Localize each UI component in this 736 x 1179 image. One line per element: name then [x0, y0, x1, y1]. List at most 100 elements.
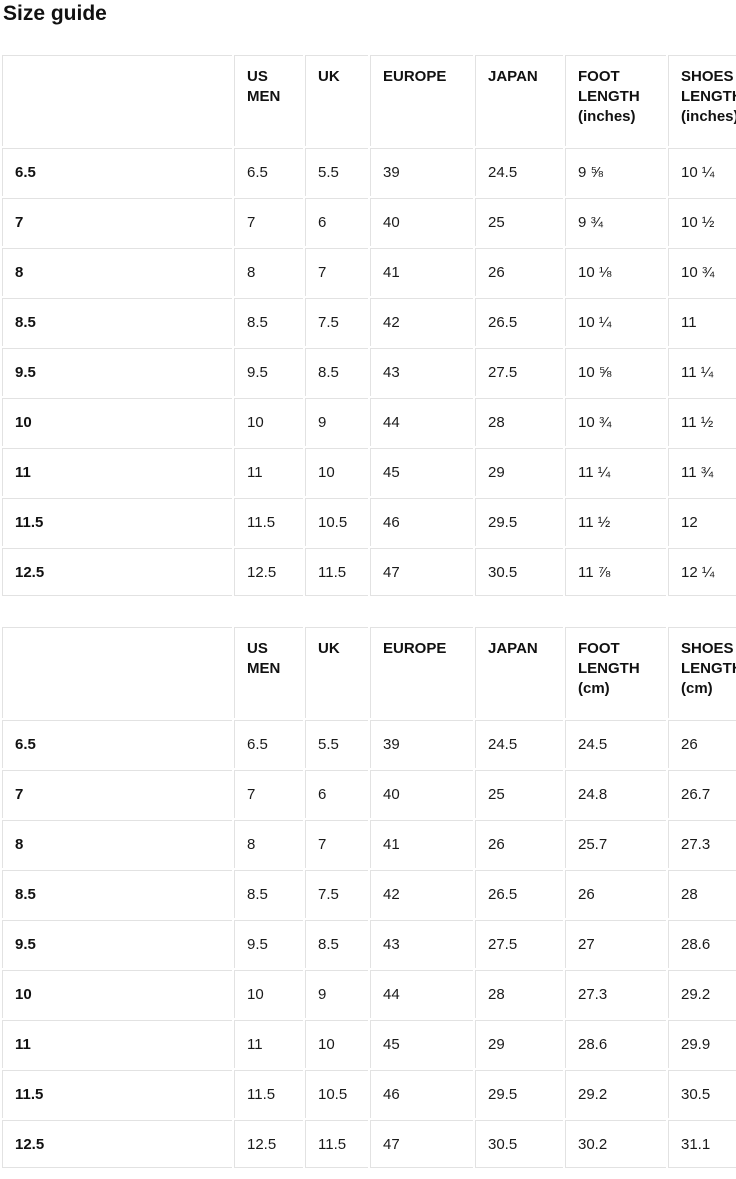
size-cell: 11.5	[234, 498, 303, 546]
size-cell: 45	[370, 1020, 473, 1068]
size-cell: 5.5	[305, 148, 368, 196]
size-cell: 46	[370, 498, 473, 546]
row-size-label: 8.5	[2, 298, 232, 346]
size-cell: 24.5	[565, 720, 666, 768]
size-cell: 9.5	[234, 348, 303, 396]
size-cell: 24.8	[565, 770, 666, 818]
size-row: 11.5 11.5 10.5 46 29.5 11 ½ 12	[2, 498, 736, 546]
column-header: SHOES LENGTH (inches)	[668, 55, 736, 146]
size-cell: 10 ⅛	[565, 248, 666, 296]
column-header: JAPAN	[475, 627, 563, 718]
size-cell: 24.5	[475, 720, 563, 768]
size-cell: 30.5	[475, 548, 563, 596]
size-cell: 29.2	[668, 970, 736, 1018]
size-cell: 10 ¾	[668, 248, 736, 296]
size-cell: 45	[370, 448, 473, 496]
size-cell: 24.5	[475, 148, 563, 196]
header-cell-blank	[2, 55, 232, 146]
size-cell: 42	[370, 870, 473, 918]
size-cell: 9 ⅝	[565, 148, 666, 196]
row-size-label: 11.5	[2, 498, 232, 546]
row-size-label: 12.5	[2, 1120, 232, 1168]
size-cell: 12.5	[234, 1120, 303, 1168]
size-cell: 8	[234, 820, 303, 868]
size-table-cm: US MEN UK EUROPE JAPAN FOOT LENGTH (cm) SHOES…	[0, 625, 736, 1170]
size-cell: 8	[234, 248, 303, 296]
size-cell: 39	[370, 720, 473, 768]
size-cell: 9	[305, 398, 368, 446]
size-row: 8 8 7 41 26 10 ⅛ 10 ¾	[2, 248, 736, 296]
size-cell: 7	[234, 770, 303, 818]
row-size-label: 11.5	[2, 1070, 232, 1118]
header-row: US MEN UK EUROPE JAPAN FOOT LENGTH (inches) S…	[2, 55, 736, 146]
size-cell: 8.5	[234, 298, 303, 346]
size-row: 10 10 9 44 28 10 ¾ 11 ½	[2, 398, 736, 446]
column-header: SHOES LENGTH (cm)	[668, 627, 736, 718]
size-cell: 47	[370, 548, 473, 596]
size-cell: 41	[370, 248, 473, 296]
size-cell: 44	[370, 398, 473, 446]
size-row: 6.5 6.5 5.5 39 24.5 24.5 26	[2, 720, 736, 768]
size-cell: 8.5	[305, 348, 368, 396]
size-cell: 11.5	[305, 1120, 368, 1168]
size-cell: 10.5	[305, 1070, 368, 1118]
row-size-label: 10	[2, 398, 232, 446]
size-cell: 10.5	[305, 498, 368, 546]
size-cell: 11	[668, 298, 736, 346]
row-size-label: 6.5	[2, 720, 232, 768]
size-cell: 11 ½	[668, 398, 736, 446]
size-cell: 26.5	[475, 870, 563, 918]
row-size-label: 8	[2, 248, 232, 296]
row-size-label: 9.5	[2, 348, 232, 396]
size-cell: 43	[370, 348, 473, 396]
size-cell: 10	[234, 970, 303, 1018]
size-cell: 6.5	[234, 720, 303, 768]
size-cell: 11	[234, 1020, 303, 1068]
size-cell: 11.5	[234, 1070, 303, 1118]
size-row: 8 8 7 41 26 25.7 27.3	[2, 820, 736, 868]
size-cell: 11	[234, 448, 303, 496]
size-cell: 7	[305, 248, 368, 296]
size-cell: 30.5	[475, 1120, 563, 1168]
size-cell: 11 ⅞	[565, 548, 666, 596]
size-cell: 7	[305, 820, 368, 868]
size-cell: 7.5	[305, 870, 368, 918]
size-row: 8.5 8.5 7.5 42 26.5 26 28	[2, 870, 736, 918]
size-cell: 46	[370, 1070, 473, 1118]
size-cell: 29.9	[668, 1020, 736, 1068]
size-cell: 40	[370, 198, 473, 246]
size-row: 7 7 6 40 25 24.8 26.7	[2, 770, 736, 818]
size-cell: 12	[668, 498, 736, 546]
page-title: Size guide	[3, 2, 107, 25]
size-cell: 41	[370, 820, 473, 868]
size-cell: 39	[370, 148, 473, 196]
size-cell: 10 ¾	[565, 398, 666, 446]
size-cell: 30.5	[668, 1070, 736, 1118]
size-cell: 28	[475, 970, 563, 1018]
size-cell: 40	[370, 770, 473, 818]
size-row: 6.5 6.5 5.5 39 24.5 9 ⅝ 10 ¼	[2, 148, 736, 196]
column-header: EUROPE	[370, 627, 473, 718]
row-size-label: 8	[2, 820, 232, 868]
size-cell: 10	[234, 398, 303, 446]
size-row: 12.5 12.5 11.5 47 30.5 11 ⅞ 12 ¼	[2, 548, 736, 596]
size-cell: 26	[565, 870, 666, 918]
size-cell: 10	[305, 448, 368, 496]
size-cell: 12.5	[234, 548, 303, 596]
size-cell: 29	[475, 448, 563, 496]
size-cell: 9	[305, 970, 368, 1018]
size-cell: 42	[370, 298, 473, 346]
size-cell: 27.5	[475, 920, 563, 968]
size-row: 11 11 10 45 29 11 ¼ 11 ¾	[2, 448, 736, 496]
size-cell: 28	[668, 870, 736, 918]
size-cell: 10 ½	[668, 198, 736, 246]
size-cell: 27.3	[565, 970, 666, 1018]
size-tables-container: US MEN UK EUROPE JAPAN FOOT LENGTH (inches) S…	[0, 26, 736, 1170]
row-size-label: 8.5	[2, 870, 232, 918]
size-row: 12.5 12.5 11.5 47 30.5 30.2 31.1	[2, 1120, 736, 1168]
row-size-label: 12.5	[2, 548, 232, 596]
column-header: US MEN	[234, 627, 303, 718]
size-cell: 26	[475, 820, 563, 868]
row-size-label: 11	[2, 448, 232, 496]
size-cell: 44	[370, 970, 473, 1018]
